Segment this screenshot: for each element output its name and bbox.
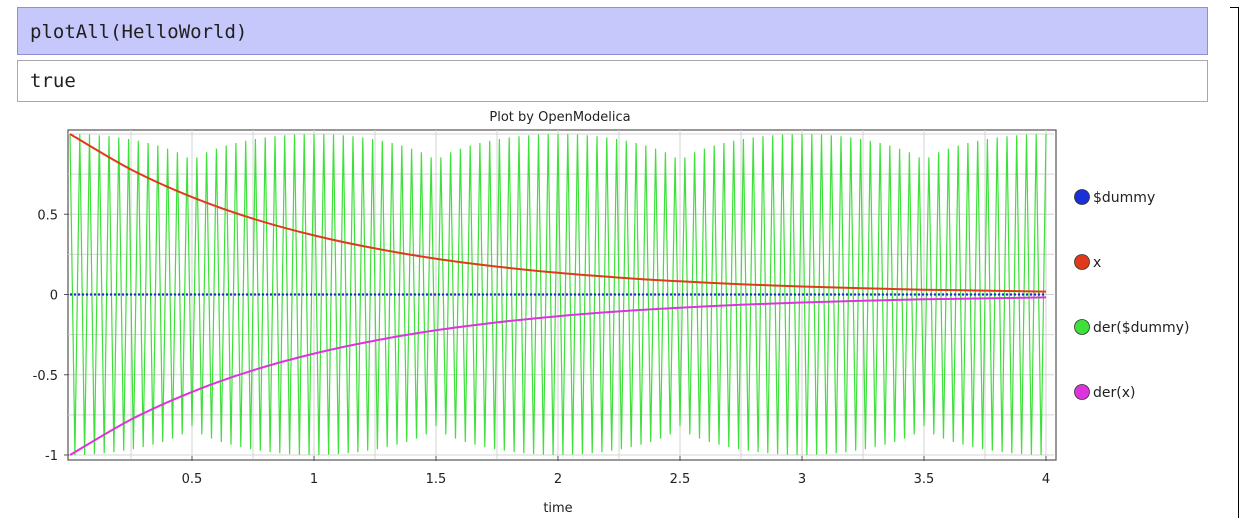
- x-tick-label: 4: [1042, 472, 1050, 487]
- x-tick-label: 2: [554, 472, 562, 487]
- axis-ticks: 0.5 1 1.5 2 2.5 3 3.5 4 0.5 0 -0.5 -1: [33, 208, 1051, 487]
- legend-label: x: [1093, 255, 1101, 271]
- chart-title: Plot by OpenModelica: [489, 110, 630, 125]
- x-tick-label: 1.5: [426, 472, 447, 487]
- legend-marker: [1074, 254, 1090, 270]
- y-tick-label: 0: [50, 289, 58, 304]
- legend-item[interactable]: $dummy: [1074, 189, 1156, 207]
- x-tick-label: 3.5: [914, 472, 935, 487]
- y-tick-label: 0.5: [37, 208, 58, 223]
- input-cell[interactable]: plotAll(HelloWorld): [17, 7, 1208, 55]
- legend-marker: [1074, 384, 1090, 400]
- legend-label: der(x): [1093, 385, 1135, 401]
- legend[interactable]: $dummy x der($dummy) der(x): [1074, 189, 1190, 402]
- cell-bracket[interactable]: [1230, 7, 1239, 518]
- plot-area: Plot by OpenModelica 0.5 1 1.5 2 2.5 3 3.5 40.5…: [33, 110, 1190, 516]
- series-der-x-line: [69, 296, 1047, 456]
- output-cell: true: [17, 60, 1208, 102]
- legend-marker: [1074, 189, 1090, 205]
- y-tick-label: -1: [45, 449, 58, 464]
- series-layer: [69, 133, 1047, 456]
- series-x-line: [69, 133, 1047, 293]
- x-tick-label: 2.5: [670, 472, 691, 487]
- legend-marker: [1074, 319, 1090, 335]
- legend-item[interactable]: x: [1074, 254, 1102, 272]
- x-tick-label: 3: [798, 472, 806, 487]
- output-cell-text: true: [30, 70, 76, 92]
- y-tick-label: -0.5: [33, 369, 58, 384]
- x-tick-label: 0.5: [182, 472, 203, 487]
- series-der-dummy-line: [69, 133, 1047, 456]
- x-axis-label: time: [543, 501, 572, 516]
- legend-label: $dummy: [1093, 190, 1155, 206]
- input-cell-text: plotAll(HelloWorld): [30, 21, 248, 43]
- legend-label: der($dummy): [1093, 320, 1189, 336]
- legend-item[interactable]: der($dummy): [1074, 319, 1190, 337]
- x-tick-label: 1: [310, 472, 318, 487]
- legend-item[interactable]: der(x): [1074, 384, 1136, 402]
